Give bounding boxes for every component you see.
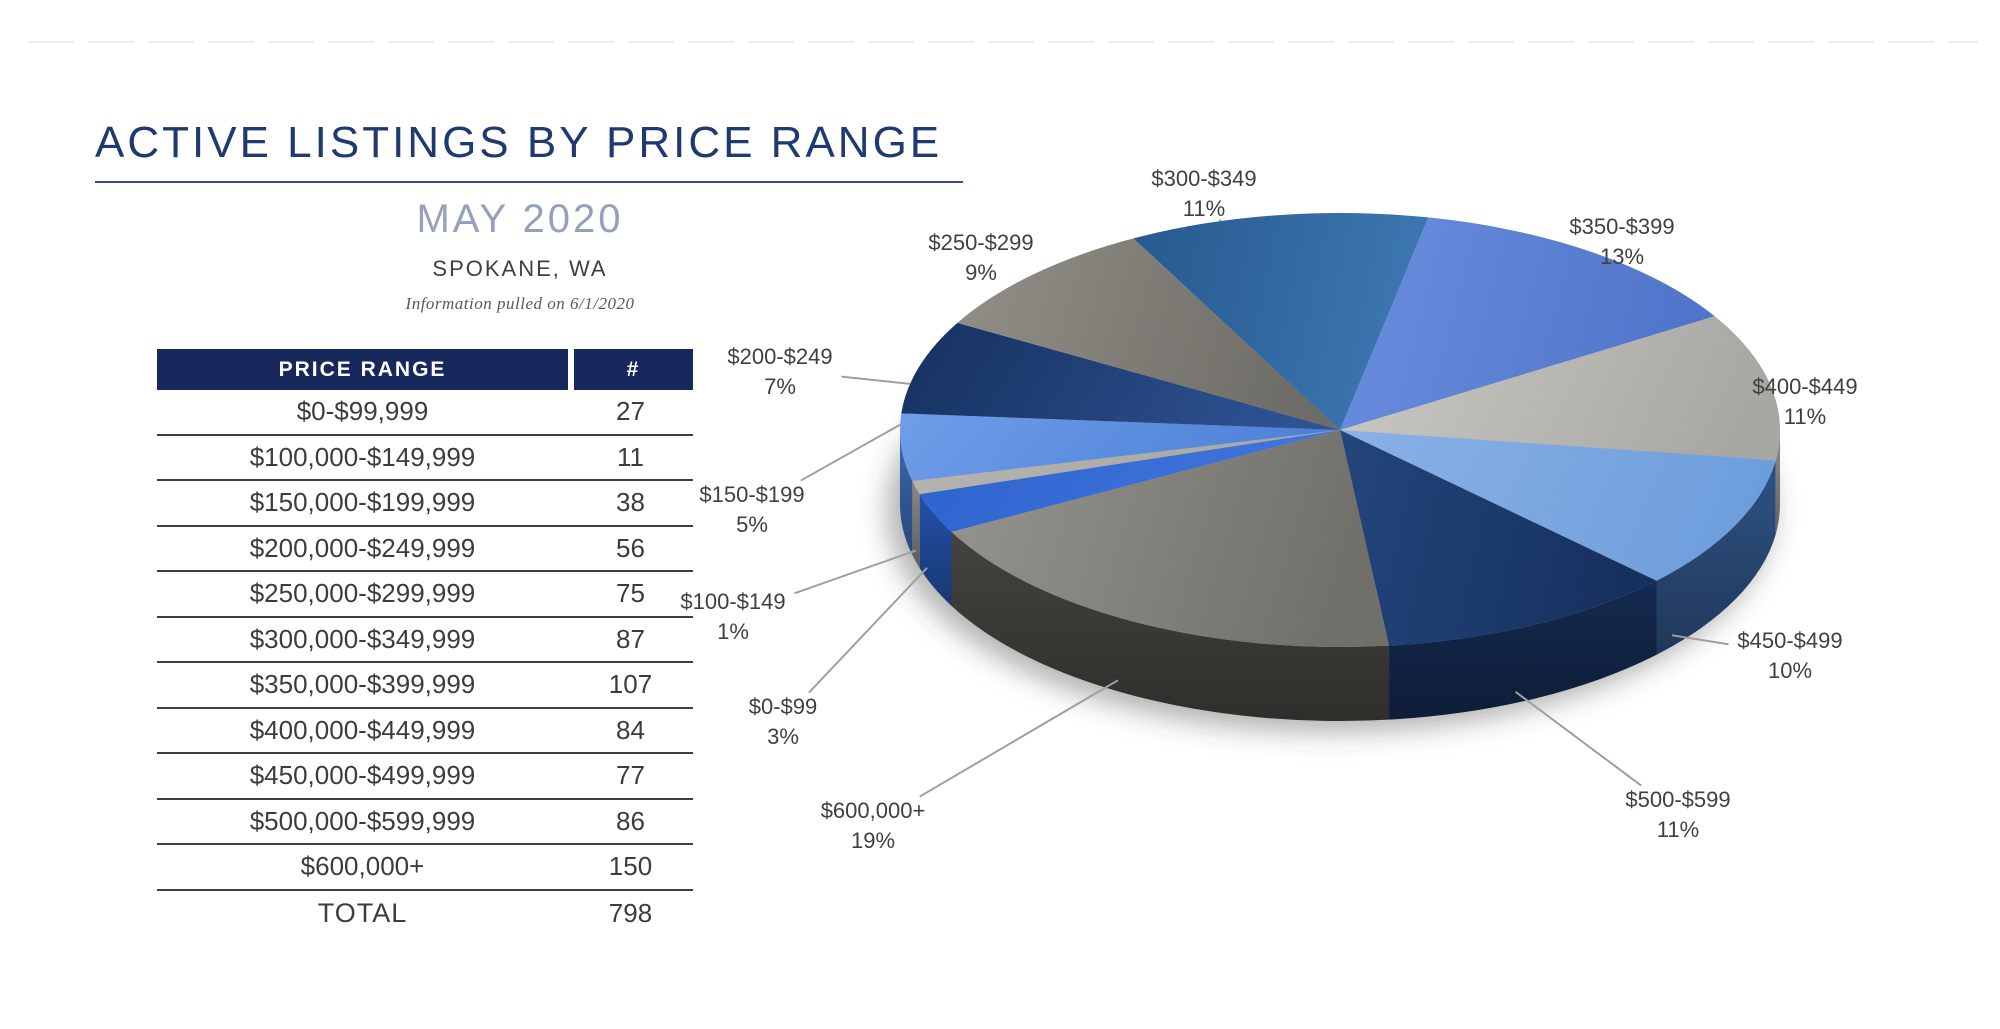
pie-slice-side: [1389, 580, 1657, 720]
count-cell: 27: [616, 396, 645, 427]
price-range-cell: $200,000-$249,999: [249, 532, 476, 563]
pie-slice: [919, 430, 1340, 532]
total-label: TOTAL: [317, 897, 408, 928]
table-row: $250,000-$299,999 75: [157, 572, 693, 618]
price-range-cell: $350,000-$399,999: [249, 669, 476, 700]
count-cell: 150: [608, 851, 653, 882]
table-row: $450,000-$499,999 77: [157, 754, 693, 800]
pie-slice: [1340, 430, 1657, 646]
price-range-cell: $100,000-$149,999: [249, 441, 476, 472]
pie-slice-side: [951, 531, 1390, 721]
price-range-cell: $150,000-$199,999: [249, 487, 476, 518]
pie-slice-side: [900, 430, 913, 556]
pie-slice: [900, 413, 1340, 482]
pie-slice: [1133, 213, 1429, 430]
pie-slice: [957, 238, 1340, 430]
title-underline: [95, 181, 963, 183]
count-cell: 56: [616, 532, 645, 563]
pie-label: $450-$499 10%: [1737, 628, 1842, 683]
pie-label: $600,000+ 19%: [821, 798, 926, 853]
subtitle-block: MAY 2020 SPOKANE, WA Information pulled …: [295, 197, 745, 314]
count-cell: 86: [616, 805, 645, 836]
leader-line: [919, 679, 1119, 798]
price-range-cell: $400,000-$449,999: [249, 714, 476, 745]
price-range-cell: $600,000+: [300, 851, 425, 882]
table-header-count: #: [574, 349, 693, 390]
pie-slice: [1340, 217, 1715, 430]
pie-slice-side: [1656, 460, 1776, 655]
leader-line: [1514, 691, 1642, 787]
count-cell: 75: [616, 578, 645, 609]
table-row: $200,000-$249,999 56: [157, 527, 693, 572]
table-row: $350,000-$399,999 107: [157, 663, 693, 709]
table-row: $150,000-$199,999 38: [157, 481, 693, 527]
table-body: $0-$99,999 27 $100,000-$149,999 11 $150,000-…: [157, 390, 693, 891]
pie-slice-side: [919, 494, 952, 606]
price-range-cell: $450,000-$499,999: [249, 760, 476, 791]
count-cell: 11: [617, 441, 644, 472]
table-header-price-range: PRICE RANGE: [157, 349, 568, 390]
table-row: $300,000-$349,999 87: [157, 618, 693, 663]
table-row: $400,000-$449,999 84: [157, 709, 693, 754]
info-note: Information pulled on 6/1/2020: [405, 294, 635, 313]
pie-label: $400-$449 11%: [1752, 374, 1857, 429]
pie-label: $250-$299 9%: [928, 230, 1033, 285]
leader-line: [1218, 218, 1222, 222]
pie-slice: [1340, 316, 1780, 461]
pie-label: $500-$599 11%: [1625, 787, 1730, 842]
pie-slice: [901, 322, 1340, 430]
count-cell: 107: [608, 669, 653, 700]
total-value: 798: [608, 897, 653, 928]
table-row: $600,000+ 150: [157, 845, 693, 891]
pie-label: $100-$149 1%: [680, 589, 785, 644]
table-row: $500,000-$599,999 86: [157, 800, 693, 845]
price-range-cell: $0-$99,999: [296, 396, 429, 427]
price-range-cell: $300,000-$349,999: [249, 623, 476, 654]
pie-label: $0-$99 3%: [749, 694, 818, 749]
price-range-cell: $250,000-$299,999: [249, 578, 476, 609]
count-cell: 77: [616, 760, 645, 791]
subtitle-location: SPOKANE, WA: [432, 256, 608, 281]
pie-slice: [912, 430, 1340, 495]
subtitle-month: MAY 2020: [416, 197, 624, 241]
count-cell: 84: [616, 714, 645, 745]
pie-label: $200-$249 7%: [727, 344, 832, 399]
table-header-row: PRICE RANGE #: [157, 349, 693, 390]
count-cell: 87: [616, 623, 645, 654]
leader-line: [794, 549, 917, 595]
listings-table: PRICE RANGE # $0-$99,999 27 $100,000-$149,…: [157, 349, 693, 936]
page-title: ACTIVE LISTINGS BY PRICE RANGE: [95, 118, 943, 167]
count-cell: 38: [616, 487, 645, 518]
pie-label: $300-$349 11%: [1151, 166, 1256, 221]
pie-slice-side: [1775, 430, 1780, 535]
pie-slice: [1340, 430, 1776, 581]
leader-line: [841, 375, 911, 385]
leader-line: [1671, 634, 1729, 646]
leader-line: [800, 423, 901, 482]
price-range-cell: $500,000-$599,999: [249, 805, 476, 836]
table-row: $100,000-$149,999 11: [157, 436, 693, 481]
page-top-divider: [28, 41, 1978, 43]
pie-slice-side: [912, 481, 920, 569]
leader-line: [808, 567, 928, 694]
pie-label: $350-$399 13%: [1569, 214, 1674, 269]
table-total-row: TOTAL 798: [157, 891, 693, 937]
pie-slice: [951, 430, 1390, 647]
table-row: $0-$99,999 27: [157, 390, 693, 436]
pie-label: $150-$199 5%: [699, 482, 804, 537]
